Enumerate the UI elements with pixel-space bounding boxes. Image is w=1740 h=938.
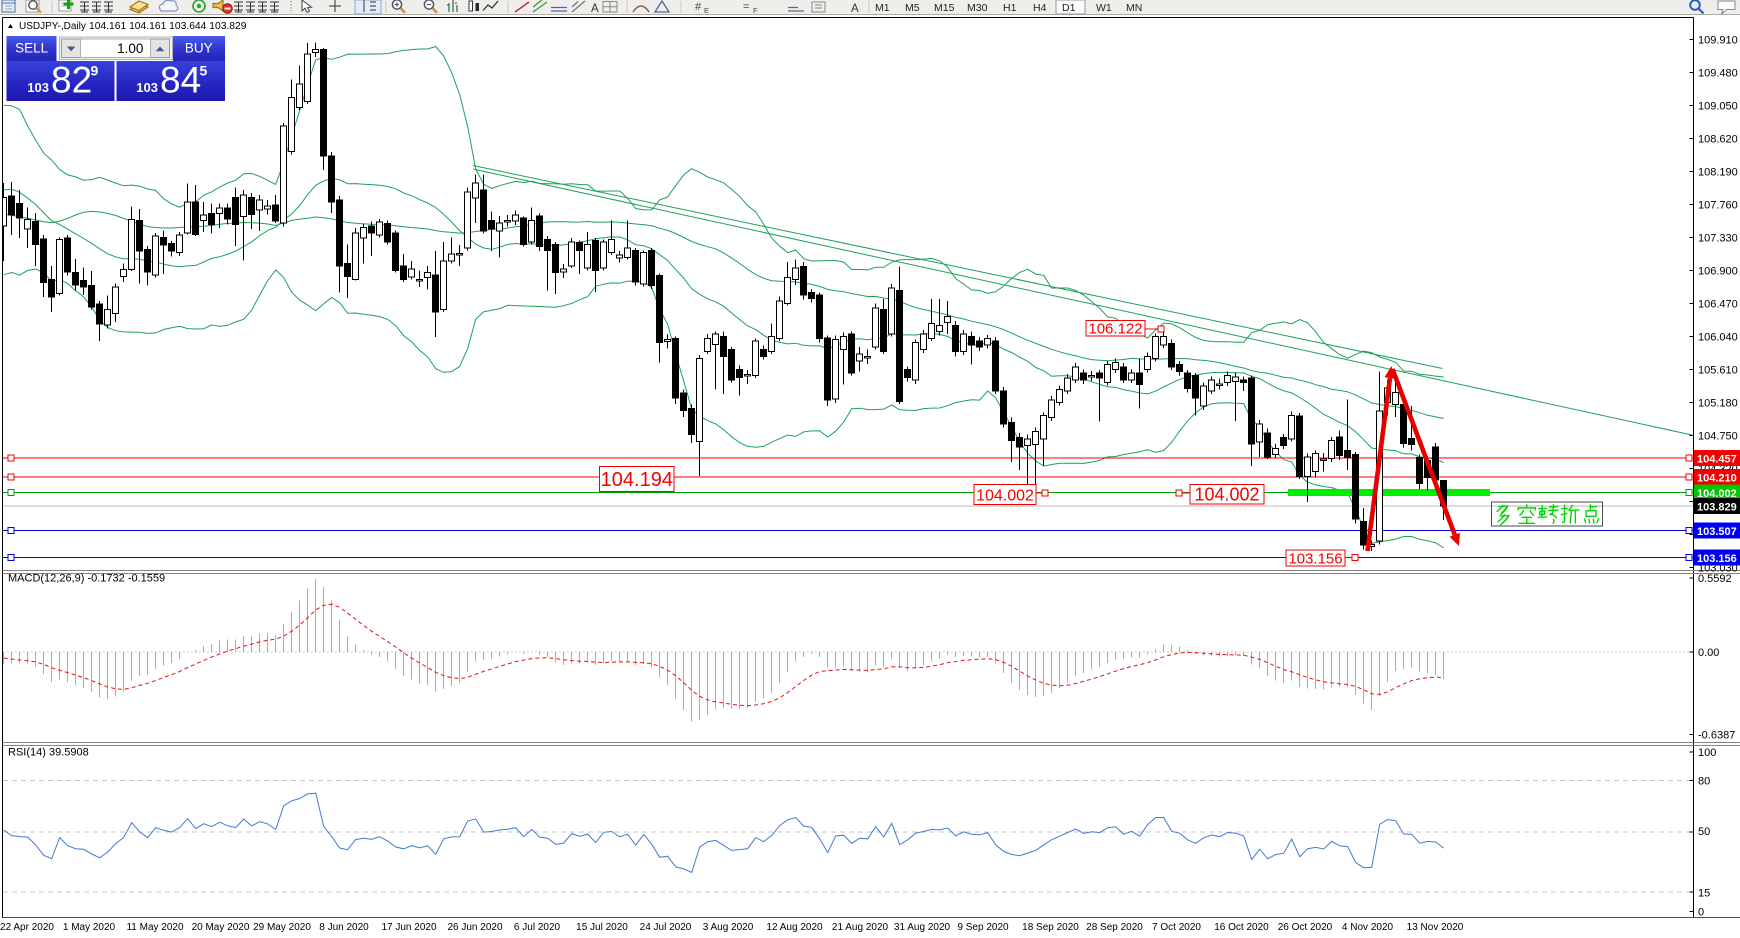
svg-text:MN: MN (1126, 2, 1142, 14)
svg-text:M30: M30 (967, 2, 988, 14)
svg-text:108.190: 108.190 (1698, 166, 1738, 178)
svg-text:104.194: 104.194 (601, 469, 673, 491)
svg-text:=: = (743, 1, 749, 13)
svg-text:22 Apr 2020: 22 Apr 2020 (0, 922, 54, 933)
svg-text:103.156: 103.156 (1288, 550, 1342, 567)
svg-text:31 Aug 2020: 31 Aug 2020 (894, 922, 951, 933)
svg-text:50: 50 (1698, 826, 1710, 838)
svg-text:#: # (695, 1, 702, 13)
svg-text:104.457: 104.457 (1697, 453, 1737, 465)
svg-text:13 Nov 2020: 13 Nov 2020 (1407, 922, 1464, 933)
svg-text:28 Sep 2020: 28 Sep 2020 (1086, 922, 1143, 933)
svg-text:104.002: 104.002 (976, 487, 1034, 504)
svg-text:107.330: 107.330 (1698, 232, 1738, 244)
svg-text:H4: H4 (1033, 2, 1047, 14)
svg-text:-0.6387: -0.6387 (1698, 730, 1735, 742)
svg-text:21 Aug 2020: 21 Aug 2020 (832, 922, 889, 933)
svg-text:104.002: 104.002 (1697, 488, 1737, 500)
svg-text:82: 82 (51, 60, 92, 101)
svg-text:104.210: 104.210 (1697, 472, 1737, 484)
svg-text:106.040: 106.040 (1698, 331, 1738, 343)
svg-text:103.156: 103.156 (1697, 553, 1737, 565)
svg-text:BUY: BUY (185, 41, 213, 56)
svg-text:8 Jun 2020: 8 Jun 2020 (319, 922, 369, 933)
svg-text:6 Jul 2020: 6 Jul 2020 (514, 922, 561, 933)
svg-text:11 May 2020: 11 May 2020 (126, 922, 184, 933)
svg-text:0.00: 0.00 (1698, 647, 1719, 659)
svg-text:M1: M1 (875, 2, 890, 14)
svg-text:103.507: 103.507 (1697, 526, 1737, 538)
svg-text:84: 84 (160, 60, 201, 101)
svg-text:4 Nov 2020: 4 Nov 2020 (1342, 922, 1394, 933)
svg-text:RSI(14) 39.5908: RSI(14) 39.5908 (8, 747, 89, 759)
svg-text:MACD(12,26,9) -0.1732 -0.1559: MACD(12,26,9) -0.1732 -0.1559 (8, 573, 165, 585)
svg-text:A: A (851, 3, 859, 15)
svg-text:80: 80 (1698, 776, 1710, 788)
svg-text:26 Oct 2020: 26 Oct 2020 (1278, 922, 1333, 933)
svg-text:108.620: 108.620 (1698, 133, 1738, 145)
svg-text:15 Jul 2020: 15 Jul 2020 (576, 922, 628, 933)
svg-text:9: 9 (91, 63, 99, 79)
svg-text:H1: H1 (1003, 2, 1017, 14)
svg-text:16 Oct 2020: 16 Oct 2020 (1214, 922, 1269, 933)
svg-text:26 Jun 2020: 26 Jun 2020 (447, 922, 502, 933)
svg-text:SELL: SELL (15, 41, 49, 56)
svg-text:106.900: 106.900 (1698, 265, 1738, 277)
svg-text:18 Sep 2020: 18 Sep 2020 (1022, 922, 1079, 933)
svg-text:20 May 2020: 20 May 2020 (192, 922, 250, 933)
svg-text:5: 5 (200, 63, 208, 79)
svg-text:1 May 2020: 1 May 2020 (63, 922, 116, 933)
svg-text:17 Jun 2020: 17 Jun 2020 (381, 922, 436, 933)
svg-text:107.760: 107.760 (1698, 199, 1738, 211)
svg-text:106.470: 106.470 (1698, 298, 1738, 310)
svg-text:109.050: 109.050 (1698, 100, 1738, 112)
svg-text:W1: W1 (1096, 2, 1112, 14)
svg-text:105.610: 105.610 (1698, 364, 1738, 376)
svg-text:0: 0 (1698, 907, 1704, 919)
svg-text:1.00: 1.00 (117, 41, 143, 56)
svg-text:3 Aug 2020: 3 Aug 2020 (703, 922, 754, 933)
svg-text:29 May 2020: 29 May 2020 (253, 922, 311, 933)
svg-text:106.122: 106.122 (1088, 321, 1142, 338)
svg-text:15: 15 (1698, 887, 1710, 899)
svg-text:F: F (753, 6, 758, 15)
svg-text:109.480: 109.480 (1698, 67, 1738, 79)
svg-text:104.750: 104.750 (1698, 430, 1738, 442)
svg-text:USDJPY-,Daily: USDJPY-,Daily (19, 21, 86, 32)
svg-text:12 Aug 2020: 12 Aug 2020 (766, 922, 823, 933)
svg-text:104.161 104.161 103.644 103.82: 104.161 104.161 103.644 103.829 (89, 21, 247, 32)
svg-text:M5: M5 (905, 2, 920, 14)
svg-text:104.002: 104.002 (1194, 485, 1259, 505)
svg-text:9 Sep 2020: 9 Sep 2020 (957, 922, 1009, 933)
svg-text:M15: M15 (934, 2, 955, 14)
svg-text:103: 103 (136, 80, 158, 95)
svg-text:A: A (591, 3, 599, 15)
svg-text:103.829: 103.829 (1697, 502, 1737, 514)
svg-text:D1: D1 (1062, 2, 1076, 14)
svg-text:E: E (704, 6, 709, 15)
svg-text:24 Jul 2020: 24 Jul 2020 (640, 922, 692, 933)
svg-text:0.5592: 0.5592 (1698, 573, 1732, 585)
svg-text:100: 100 (1698, 747, 1716, 759)
svg-text:105.180: 105.180 (1698, 397, 1738, 409)
svg-text:7 Oct 2020: 7 Oct 2020 (1152, 922, 1201, 933)
svg-text:103: 103 (27, 80, 49, 95)
svg-text:109.910: 109.910 (1698, 34, 1738, 46)
